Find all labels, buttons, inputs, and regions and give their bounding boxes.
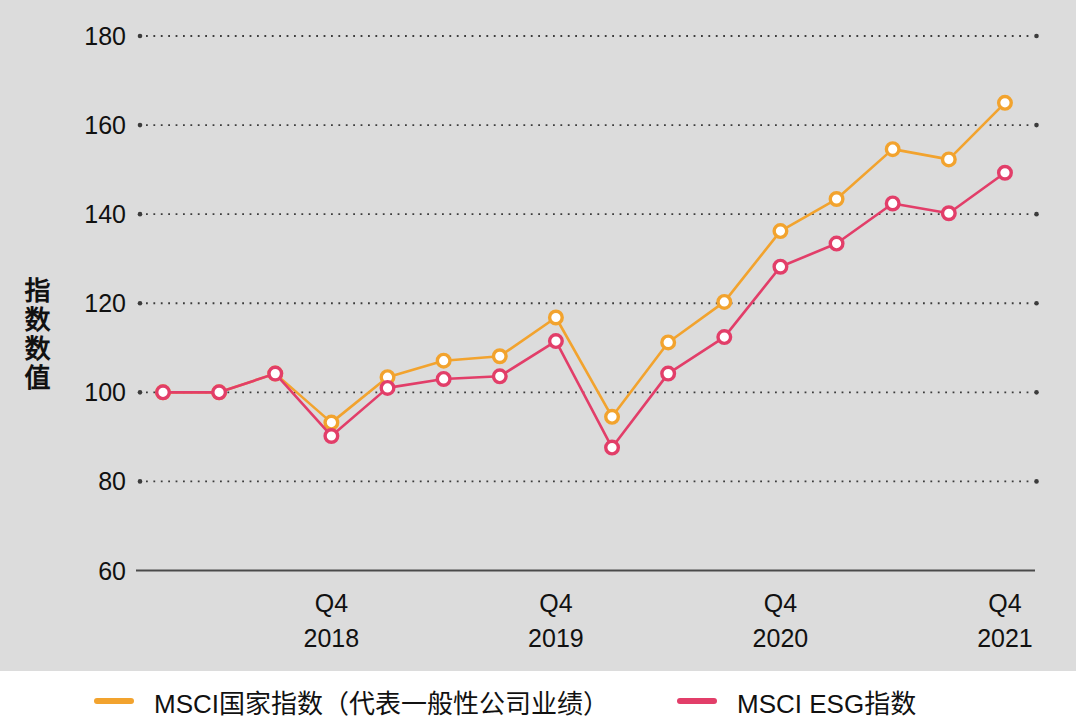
data-point-marker: [550, 311, 563, 324]
gridline-end-dot: [1034, 390, 1039, 395]
x-tick-label-quarter: Q4: [764, 589, 797, 617]
data-point-marker: [830, 193, 843, 206]
x-tick-label-quarter: Q4: [988, 589, 1021, 617]
legend-item-msci-country: MSCI国家指数（代表一般性公司业绩）: [94, 683, 609, 720]
y-tick-label: 180: [84, 22, 126, 50]
y-tick-label: 100: [84, 378, 126, 406]
data-point-marker: [381, 382, 394, 395]
data-point-marker: [999, 97, 1012, 110]
y-tick-label: 160: [84, 111, 126, 139]
legend: MSCI国家指数（代表一般性公司业绩） MSCI ESG指数: [94, 684, 916, 718]
gridlines-layer: [136, 34, 1039, 571]
x-tick-label-year: 2020: [753, 624, 809, 652]
y-tick-label: 80: [98, 467, 126, 495]
data-point-marker: [606, 411, 619, 424]
data-point-marker: [662, 336, 675, 349]
x-tick-label-quarter: Q4: [315, 589, 348, 617]
legend-label-msci-esg: MSCI ESG指数: [737, 683, 916, 720]
series-layer: [157, 97, 1012, 454]
gridline-end-dot: [1034, 301, 1039, 306]
data-point-marker: [325, 416, 338, 429]
data-point-marker: [493, 370, 506, 383]
legend-label-msci-country: MSCI国家指数（代表一般性公司业绩）: [154, 683, 609, 720]
data-point-marker: [943, 207, 956, 220]
data-point-marker: [774, 260, 787, 273]
data-point-marker: [886, 143, 899, 156]
data-point-marker: [493, 350, 506, 363]
x-tick-label-year: 2019: [528, 624, 584, 652]
x-tick-label-year: 2018: [304, 624, 360, 652]
data-point-marker: [437, 354, 450, 367]
gridline-end-dot: [1034, 479, 1039, 484]
y-tick-label: 60: [98, 557, 126, 585]
data-point-marker: [830, 237, 843, 250]
data-point-marker: [269, 367, 282, 380]
data-point-marker: [606, 441, 619, 454]
gridline-end-dot: [138, 301, 143, 306]
gridline-end-dot: [138, 390, 143, 395]
data-point-marker: [550, 335, 563, 348]
gridline-end-dot: [138, 479, 143, 484]
data-point-marker: [662, 367, 675, 380]
data-point-marker: [999, 166, 1012, 179]
legend-item-msci-esg: MSCI ESG指数: [677, 683, 916, 720]
legend-dash-esg-icon: [677, 698, 717, 704]
x-tick-label-quarter: Q4: [539, 589, 572, 617]
gridline-end-dot: [1034, 212, 1039, 217]
data-point-marker: [718, 331, 731, 344]
data-point-marker: [718, 296, 731, 309]
y-tick-label: 120: [84, 289, 126, 317]
y-axis-title: 指数数值: [17, 277, 54, 393]
data-point-marker: [213, 386, 226, 399]
series-line-msci-country: [163, 103, 1005, 423]
data-point-marker: [437, 373, 450, 386]
line-chart: 180 160 140 120 100 80 60 Q4 2018 Q4 2019 Q4 2020 Q4 2…: [0, 0, 1080, 722]
data-point-marker: [774, 225, 787, 238]
data-point-marker: [886, 197, 899, 210]
data-point-marker: [325, 430, 338, 443]
legend-dash-country-icon: [94, 698, 134, 704]
gridline-end-dot: [138, 212, 143, 217]
gridline-end-dot: [1034, 123, 1039, 128]
gridline-end-dot: [1034, 34, 1039, 39]
gridline-end-dot: [138, 34, 143, 39]
data-point-marker: [943, 153, 956, 166]
x-tick-label-year: 2021: [977, 624, 1033, 652]
gridline-end-dot: [138, 123, 143, 128]
y-tick-label: 140: [84, 200, 126, 228]
data-point-marker: [157, 386, 170, 399]
